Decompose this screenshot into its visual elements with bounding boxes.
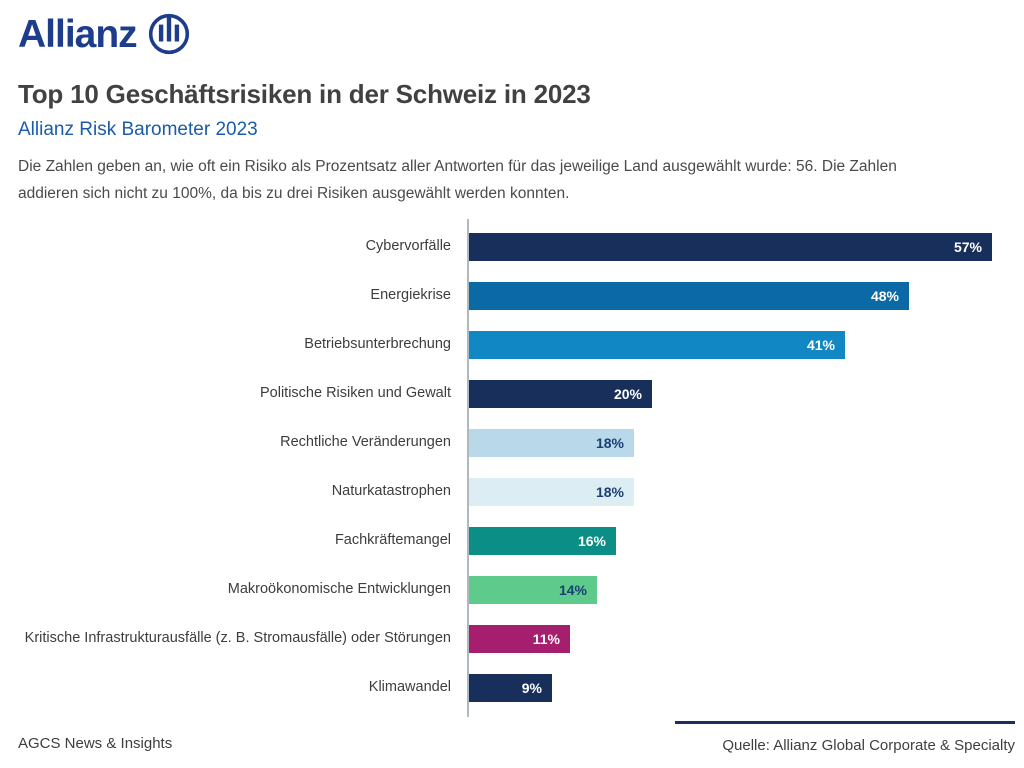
bar-value-label: 14% (558, 581, 587, 598)
bar-row: Naturkatastrophen 18% (18, 467, 1006, 516)
bar-category-label: Fachkräftemangel (334, 532, 451, 549)
bar-plot-area: 57% (467, 232, 1006, 261)
bar-row: Fachkräftemangel 16% (18, 516, 1006, 565)
bar-row: Energiekrise 48% (18, 271, 1006, 320)
bar-plot-area: 16% (467, 526, 1006, 555)
bar-value-label: 18% (595, 483, 624, 500)
bar: 9% (469, 673, 552, 702)
bar-value-label: 9% (521, 679, 542, 696)
bar: 18% (469, 428, 634, 457)
description-line-1: Die Zahlen geben an, wie oft ein Risiko … (18, 158, 897, 175)
bar-row: Klimawandel 9% (18, 663, 1006, 712)
bar: 14% (469, 575, 597, 604)
bar-category-label: Politische Risiken und Gewalt (259, 385, 451, 402)
bar-category-label: Makroökonomische Entwicklungen (227, 581, 451, 598)
allianz-logo-icon (148, 13, 189, 55)
bar: 57% (469, 232, 992, 261)
bar-row: Rechtliche Veränderungen 18% (18, 418, 1006, 467)
bar-plot-area: 18% (467, 428, 1006, 457)
bar: 41% (469, 330, 845, 359)
brand-logo: Allianz (18, 13, 1006, 55)
bar: 20% (469, 379, 652, 408)
bar-chart: Cybervorfälle 57% Energiekrise 48% Betri… (18, 219, 1006, 717)
footer: AGCS News & Insights Quelle: Allianz Glo… (18, 721, 1015, 754)
page-title: Top 10 Geschäftsrisiken in der Schweiz i… (18, 79, 591, 109)
bar-category-label: Energiekrise (370, 287, 451, 304)
bar-plot-area: 48% (467, 281, 1006, 310)
bar-plot-area: 11% (467, 624, 1006, 653)
bar-category-label: Kritische Infrastrukturausfälle (z. B. S… (24, 630, 451, 647)
bar-value-label: 11% (532, 630, 560, 647)
bar-value-label: 18% (595, 434, 624, 451)
source-attribution: Quelle: Allianz Global Corporate & Speci… (675, 721, 1015, 754)
bar: 16% (469, 526, 616, 555)
bar-category-label: Cybervorfälle (365, 238, 451, 255)
bar-row: Cybervorfälle 57% (18, 222, 1006, 271)
bar-category-label: Klimawandel (368, 679, 451, 696)
bar-plot-area: 14% (467, 575, 1006, 604)
allianz-wordmark: Allianz (18, 12, 138, 56)
bar-row: Kritische Infrastrukturausfälle (z. B. S… (18, 614, 1006, 663)
bar-value-label: 57% (953, 238, 982, 255)
bar: 48% (469, 281, 909, 310)
bar-value-label: 20% (613, 385, 642, 402)
page-subtitle: Allianz Risk Barometer 2023 (18, 119, 258, 140)
bar-category-label: Rechtliche Veränderungen (280, 434, 451, 451)
footer-left-text: AGCS News & Insights (18, 735, 173, 752)
bar: 11% (469, 624, 570, 653)
bar-plot-area: 41% (467, 330, 1006, 359)
y-axis-line (467, 219, 469, 717)
bar-row: Makroökonomische Entwicklungen 14% (18, 565, 1006, 614)
bar-value-label: 16% (577, 532, 606, 549)
bar-category-label: Betriebsunterbrechung (304, 336, 451, 353)
bar-row: Politische Risiken und Gewalt 20% (18, 369, 1006, 418)
description-line-2: addieren sich nicht zu 100%, da bis zu d… (18, 185, 570, 202)
bar-rows: Cybervorfälle 57% Energiekrise 48% Betri… (18, 222, 1006, 712)
bar-plot-area: 20% (467, 379, 1006, 408)
chart-description: Die Zahlen geben an, wie oft ein Risiko … (18, 153, 1006, 207)
bar: 18% (469, 477, 634, 506)
bar-plot-area: 9% (467, 673, 1006, 702)
bar-row: Betriebsunterbrechung 41% (18, 320, 1006, 369)
bar-value-label: 48% (870, 287, 899, 304)
bar-plot-area: 18% (467, 477, 1006, 506)
bar-category-label: Naturkatastrophen (331, 483, 451, 500)
bar-value-label: 41% (806, 336, 835, 353)
